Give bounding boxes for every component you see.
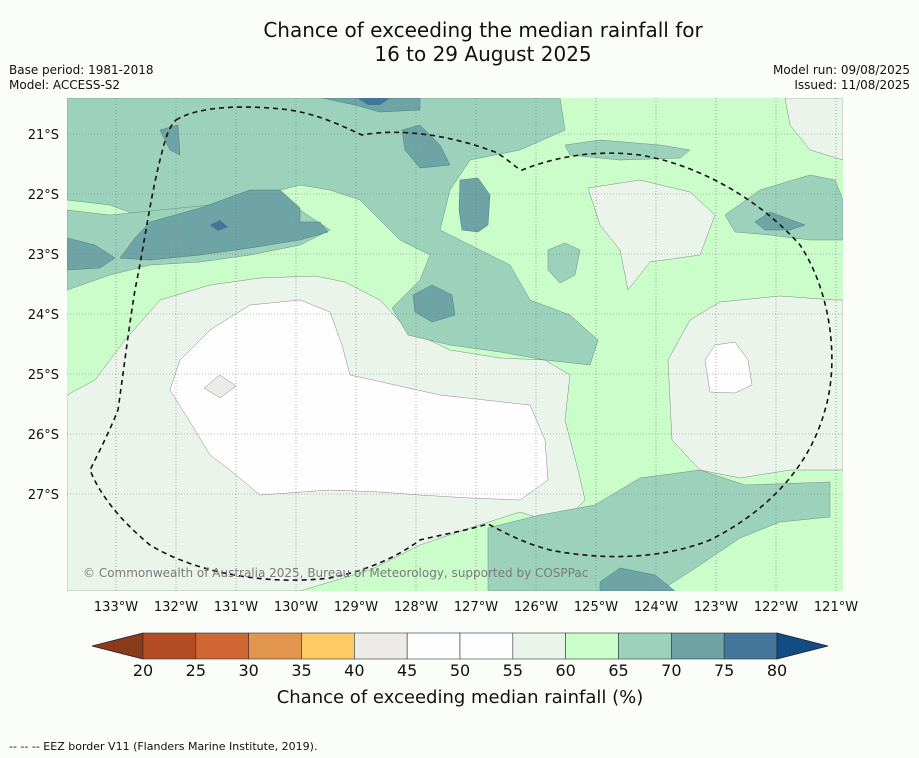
region-70-75-south [599,567,676,591]
region-65-70-northeast [724,174,843,241]
lat-label: 23°S [28,248,59,263]
colorbar-swatch [195,632,249,660]
lat-label: 22°S [28,188,59,203]
map-area: © Commonwealth of Australia 2025, Bureau… [67,98,843,591]
lat-label: 21°S [28,128,59,143]
lon-label: 130°W [274,600,318,615]
region-70-75-north-b [401,124,451,169]
region-65-70-blob [547,242,581,284]
longitude-labels: 133°W 132°W 131°W 130°W 129°W 128°W 127°… [94,600,858,615]
eez-legend-footer: -- -- -- EEZ border V11 (Flanders Marine… [9,740,318,753]
colorbar: 20 25 30 35 40 45 50 55 60 65 70 75 80 Chance of exc… [91,632,829,708]
colorbar-tick-label: 25 [186,661,206,680]
colorbar-swatch [671,632,725,660]
colorbar-tick-label: 45 [397,661,417,680]
lon-label: 122°W [754,600,798,615]
colorbar-swatch [354,632,408,660]
colorbar-tick-label: 20 [133,661,153,680]
colorbar-tick-label: 60 [555,661,575,680]
copyright-text: © Commonwealth of Australia 2025, Bureau… [83,566,588,580]
lat-label: 24°S [28,308,59,323]
map-title-line2: 16 to 29 August 2025 [374,42,592,66]
colorbar-tick-label: 80 [767,661,787,680]
meta-right: Model run: 09/08/2025 Issued: 11/08/2025 [773,63,910,93]
colorbar-swatches [142,632,778,660]
lon-label: 128°W [394,600,438,615]
lon-label: 127°W [454,600,498,615]
colorbar-tick-label: 40 [344,661,364,680]
latitude-labels: 21°S 22°S 23°S 24°S 25°S 26°S 27°S [28,128,59,503]
map-title: Chance of exceeding the median rainfall … [0,18,919,66]
region-70-75-center [412,284,456,323]
lat-label: 25°S [28,368,59,383]
lon-label: 129°W [334,600,378,615]
map-title-line1: Chance of exceeding the median rainfall … [263,18,703,42]
colorbar-swatch [406,632,461,660]
region-55-60-northeast [587,179,716,291]
issued-text: Issued: 11/08/2025 [794,78,910,92]
colorbar-high-arrow [776,632,829,660]
region-55-60-east [667,295,843,479]
graticule [67,98,843,591]
colorbar-tick-label: 55 [503,661,523,680]
lon-label: 126°W [514,600,558,615]
lon-label: 132°W [154,600,198,615]
colorbar-tick-label: 30 [238,661,258,680]
colorbar-low-arrow [91,632,144,660]
model-text: Model: ACCESS-S2 [9,78,121,92]
region-75-80-north [357,98,390,105]
model-run-text: Model run: 09/08/2025 [772,63,910,77]
lon-label: 131°W [214,600,258,615]
region-70-75-north-c [159,124,181,156]
meta-left: Base period: 1981-2018 Model: ACCESS-S2 [9,63,154,93]
lat-label: 26°S [28,428,59,443]
colorbar-ticks: 20 25 30 35 40 45 50 55 60 65 70 75 80 [133,661,787,680]
colorbar-label: Chance of exceeding median rainfall (%) [277,687,644,708]
lat-label: 27°S [28,488,59,503]
lon-label: 124°W [634,600,678,615]
colorbar-swatch [618,632,672,660]
colorbar-swatch [512,632,566,660]
rainfall-map: © Commonwealth of Australia 2025, Bureau… [28,98,858,708]
region-45-55-east-core [704,341,753,394]
colorbar-tick-label: 35 [291,661,311,680]
colorbar-swatch [723,632,778,660]
lon-label: 123°W [694,600,738,615]
colorbar-swatch [142,632,197,660]
lon-label: 121°W [814,600,858,615]
colorbar-swatch [565,632,619,660]
region-45-55-core [169,299,549,501]
lon-label: 133°W [94,600,138,615]
colorbar-swatch [301,632,355,660]
colorbar-tick-label: 70 [661,661,681,680]
colorbar-swatch [459,632,514,660]
region-75-80-mid [210,220,228,231]
colorbar-tick-label: 50 [450,661,470,680]
colorbar-swatch [248,632,302,660]
region-70-75-column [458,177,491,233]
colorbar-tick-label: 65 [608,661,628,680]
colorbar-tick-label: 75 [714,661,734,680]
base-period-text: Base period: 1981-2018 [9,63,154,77]
lon-label: 125°W [574,600,618,615]
region-55-60-topright [784,98,843,161]
